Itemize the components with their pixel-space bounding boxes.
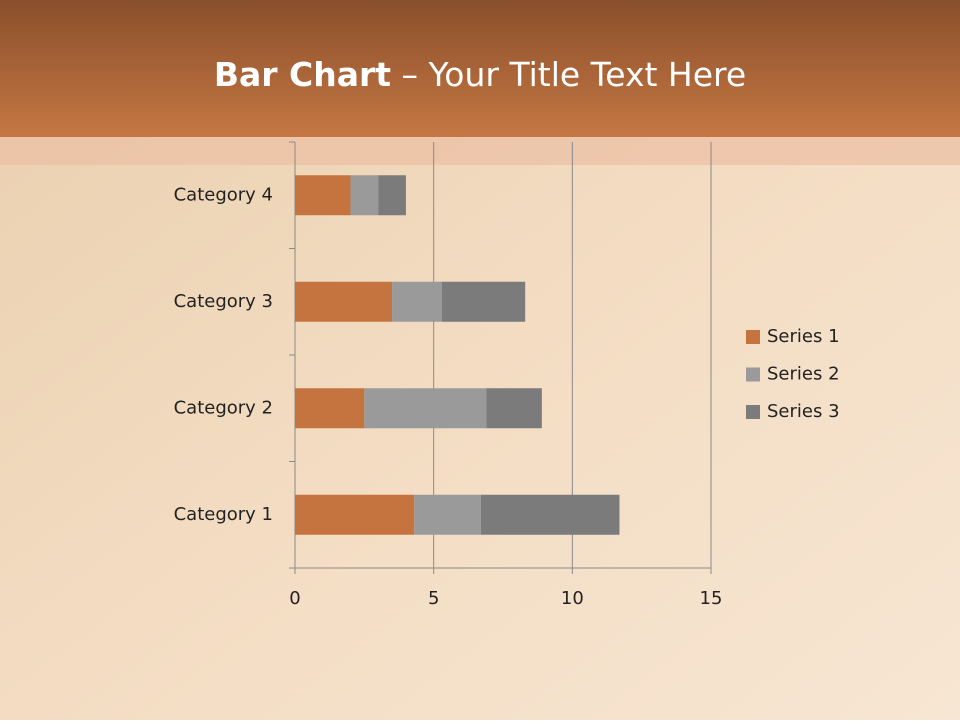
- bar-segment: [480, 494, 620, 535]
- bar-segment: [392, 281, 442, 322]
- legend-label: Series 1: [767, 326, 840, 347]
- header: [0, 0, 960, 137]
- bar-segment: [378, 175, 406, 216]
- bar-segment: [350, 175, 379, 216]
- legend-swatch: [746, 367, 760, 382]
- title-rest: – Your Title Text Here: [402, 55, 747, 94]
- legend-swatch: [746, 405, 760, 419]
- legend-label: Series 2: [767, 364, 840, 385]
- x-tick-label: 15: [700, 588, 723, 609]
- bar-segment: [441, 281, 526, 322]
- slide-title: Bar Chart – Your Title Text Here: [214, 55, 746, 94]
- x-tick-label: 10: [561, 588, 584, 609]
- bar-segment: [295, 494, 415, 535]
- plot: 0 5 10 15 Category 1 Category 2 Category 3 Cate…: [174, 141, 840, 609]
- bar-segment: [486, 388, 542, 429]
- y-tick-label: Category 1: [174, 504, 273, 525]
- y-tick-label: Category 3: [174, 291, 273, 312]
- header-strip: [0, 137, 960, 165]
- legend-label: Series 3: [767, 401, 840, 422]
- x-tick-label: 5: [428, 588, 439, 609]
- bar-segment: [414, 494, 481, 535]
- y-tick-label: Category 2: [174, 397, 273, 418]
- legend-swatch: [746, 330, 760, 344]
- bar-segment: [364, 388, 487, 429]
- title-main: Bar Chart: [214, 55, 391, 94]
- x-tick-label: 0: [289, 588, 300, 609]
- bar-segment: [295, 175, 351, 216]
- y-tick-label: Category 4: [174, 184, 273, 205]
- bar-segment: [295, 281, 393, 322]
- bar-segment: [295, 388, 365, 429]
